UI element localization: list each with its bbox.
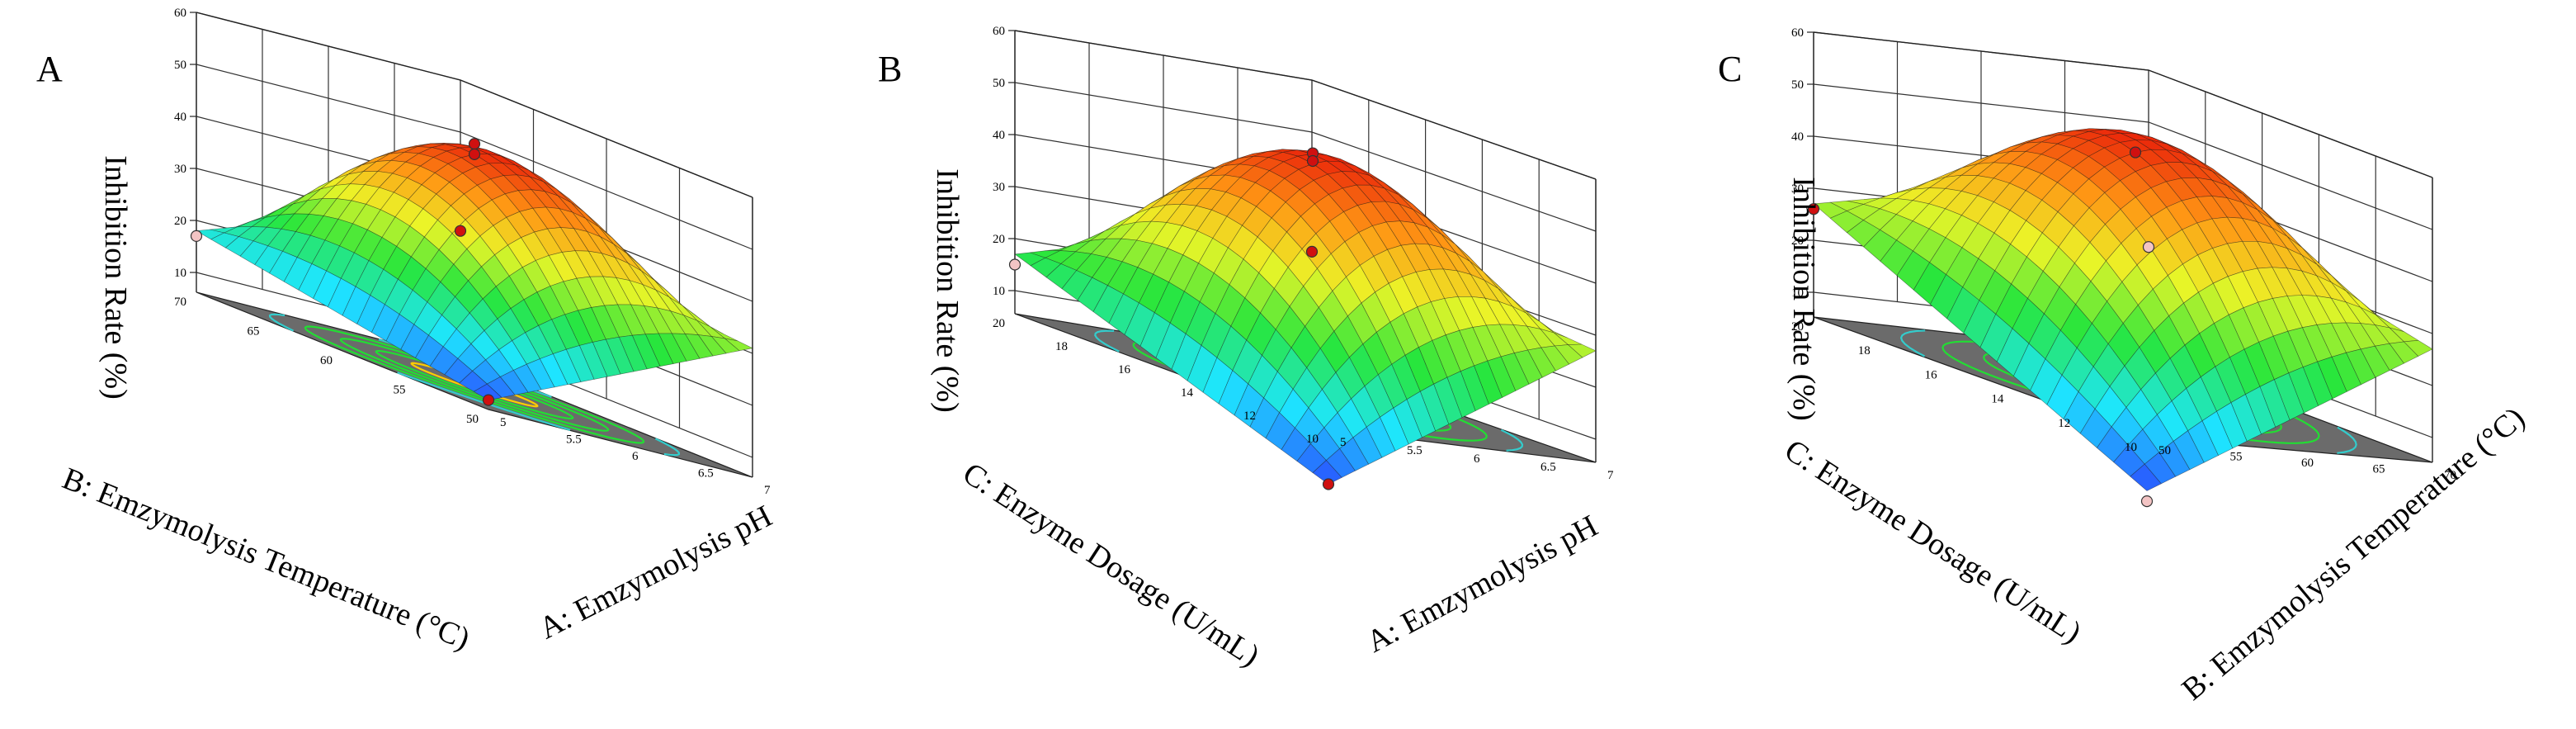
y-tick-label: 10 [2125,441,2137,454]
z-tick-label: 30 [993,181,1005,194]
x-axis-title: A: Emzymolysis pH [534,499,778,646]
y-tick-label: 70 [174,296,186,309]
z-tick-label: 50 [174,59,186,72]
z-tick-label: 30 [174,163,186,176]
y-tick-label: 12 [1243,409,1256,423]
z-tick-label: 20 [1791,234,1804,248]
x-tick-label: 5.5 [566,433,582,447]
y-tick-label: 18 [1055,340,1068,353]
y-tick-label: 50 [466,413,479,426]
contour-line [1899,329,1926,357]
design-point [482,394,495,406]
design-point [468,138,481,150]
y-tick-label: 16 [1118,363,1131,376]
z-tick-label: 10 [1791,286,1804,300]
y-tick-label: 16 [1925,368,1938,381]
y-tick-label: 65 [248,325,260,338]
z-tick-label: 60 [174,7,186,20]
z-tick-label: 40 [174,111,186,124]
cage-edge [1014,30,1597,180]
x-tick-label: 50 [2158,444,2171,457]
y-tick-label: 20 [993,317,1005,330]
z-tick-label: 20 [993,233,1005,246]
contour-line [1094,329,1120,353]
contour-line [2337,426,2357,454]
panel-letter: B [878,49,902,89]
design-point [2129,146,2142,159]
surface-cell [1312,460,1342,485]
z-tick-label: 40 [993,129,1005,142]
x-tick-label: 5 [500,416,507,429]
z-tick-label: 10 [174,267,186,280]
design-point [2140,495,2154,508]
x-tick-label: 7 [1607,469,1614,482]
x-tick-label: 5.5 [1407,444,1422,457]
contour-line [654,438,681,457]
surface-plot-a: A 10 20 30 40 50 60 5 5.5 6 6.5 7 50 55 60 65 70 Inhibi… [36,7,778,657]
design-point [1807,203,1820,215]
y-tick-label: 20 [1791,320,1804,334]
x-axis-title: A: Emzymolysis pH [1361,509,1604,660]
y-tick-label: 60 [320,354,333,367]
z-tick-label: 50 [993,77,1005,90]
contour-line [1500,428,1524,452]
z-tick-label: 40 [1791,130,1804,144]
y-axis-title: C: Enzyme Dosage (U/mL) [1778,433,2087,650]
cage-edge [196,12,753,198]
x-tick-label: 5 [1340,436,1347,449]
y-tick-label: 10 [1306,433,1319,446]
z-axis-title: Inhibition Rate (%) [1786,177,1821,420]
panel-letter: A [36,49,63,89]
x-tick-label: 60 [2301,457,2314,470]
x-tick-label: 55 [2230,451,2243,464]
z-axis-title: Inhibition Rate (%) [98,155,133,399]
x-tick-label: 70 [2444,469,2456,482]
design-point [1305,245,1319,258]
surface-cell [2130,463,2162,491]
y-tick-label: 55 [394,384,406,397]
z-tick-label: 10 [993,285,1005,298]
design-point [1322,478,1335,490]
cage-edge [1813,31,2433,178]
x-tick-label: 6 [1474,452,1480,466]
z-tick-label: 20 [174,215,186,228]
z-tick-label: 30 [1791,182,1804,196]
y-tick-label: 18 [1858,344,1871,357]
y-tick-label: 12 [2058,417,2070,430]
y-axis-title: C: Enzyme Dosage (U/mL) [956,456,1265,673]
design-point [190,230,203,242]
x-tick-label: 6.5 [698,467,714,480]
y-tick-label: 14 [1181,386,1194,400]
surface-cell [473,383,502,400]
y-axis-title: B: Emzymolysis Temperature (°C) [58,462,474,657]
design-point [1008,258,1021,271]
design-point [1306,154,1319,168]
z-tick-label: 60 [1791,26,1804,40]
z-axis-title: Inhibition Rate (%) [930,168,965,412]
design-point [2142,241,2155,253]
contour-line [268,313,295,332]
surface-plot-c: C 10 20 30 40 50 60 50 55 60 65 70 10 12 14 16 18 20 Inh… [1718,26,2531,708]
y-tick-label: 14 [1991,393,2004,406]
z-tick-label: 60 [993,25,1005,38]
x-tick-label: 7 [764,484,771,497]
x-tick-label: 6.5 [1540,461,1556,474]
surface-plot-b: B 10 20 30 40 50 60 5 5.5 6 6.5 7 10 12 14 16 18 20 Inhi… [878,25,1614,674]
panel-letter: C [1718,49,1742,89]
design-point [468,148,481,160]
design-point [454,225,467,237]
x-tick-label: 65 [2373,463,2385,476]
z-tick-label: 50 [1791,78,1804,92]
x-tick-label: 6 [632,450,639,463]
